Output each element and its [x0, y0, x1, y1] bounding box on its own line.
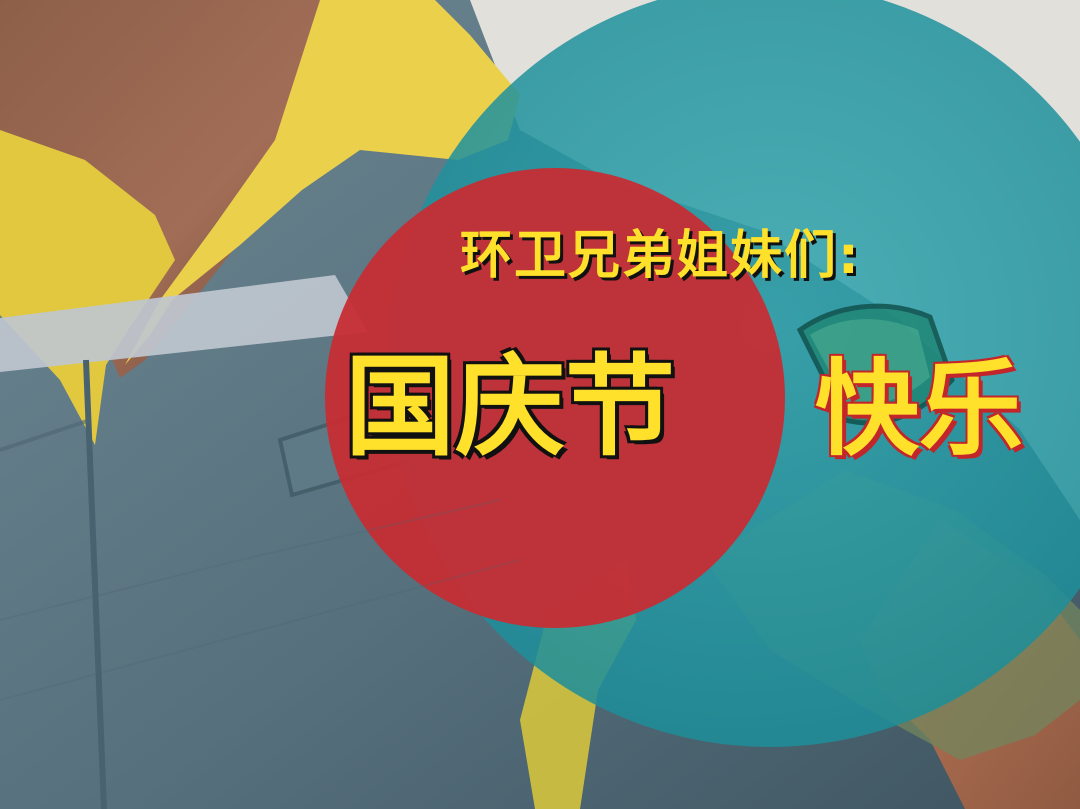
sleeve-badge: [796, 303, 955, 426]
front-seam: [83, 359, 107, 809]
collar-left: [0, 130, 175, 445]
reflective-stripe: [0, 275, 368, 372]
collar-right: [125, 0, 520, 365]
red-circle: [325, 168, 785, 628]
